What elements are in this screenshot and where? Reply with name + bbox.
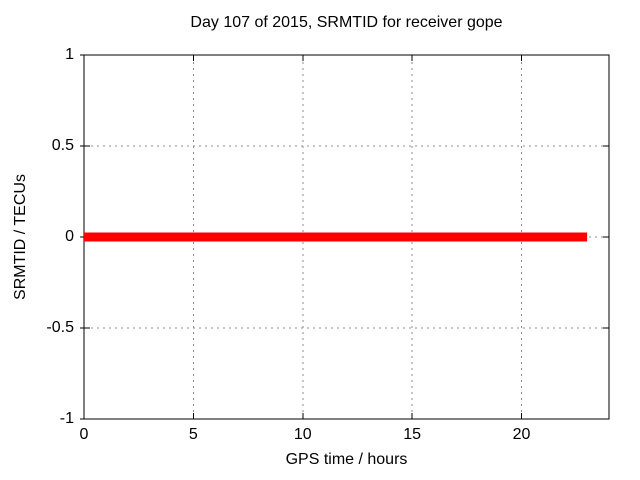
y-tick-label: 1 — [65, 46, 74, 63]
y-tick-label: -0.5 — [46, 319, 74, 336]
x-tick-label: 0 — [79, 426, 89, 443]
x-tick-label: 20 — [512, 426, 531, 443]
y-tick-label: 0 — [65, 228, 74, 245]
x-tick-label: 5 — [188, 426, 198, 443]
chart-title: Day 107 of 2015, SRMTID for receiver gop… — [190, 14, 503, 31]
x-tick-label: 10 — [293, 426, 312, 443]
x-axis-label: GPS time / hours — [285, 451, 408, 468]
x-tick-label: 15 — [403, 426, 422, 443]
y-tick-label: -1 — [59, 410, 74, 427]
y-tick-label: 0.5 — [51, 137, 74, 154]
